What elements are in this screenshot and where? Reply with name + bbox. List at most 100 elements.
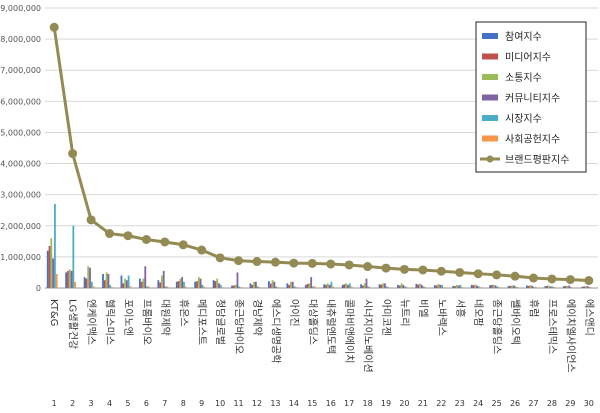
bar [435, 285, 438, 288]
bar [516, 287, 519, 288]
bar [477, 286, 480, 288]
line-point [455, 267, 465, 277]
bar [124, 278, 126, 288]
bar [175, 281, 178, 288]
bar [306, 283, 309, 288]
category-label: 종근당바이오 [233, 299, 245, 354]
bar [513, 285, 515, 288]
bar [48, 246, 51, 288]
bar [526, 285, 528, 288]
bar [179, 278, 182, 288]
y-tick-label: 7,000,000 [0, 66, 41, 75]
line-point [141, 234, 151, 244]
legend-swatch [482, 33, 498, 39]
bar [140, 281, 143, 288]
line-point [326, 259, 336, 269]
bar [50, 238, 53, 288]
bar [201, 284, 204, 288]
bar [343, 284, 346, 288]
bar [590, 287, 593, 288]
category-label: 시너지이노베이션 [362, 299, 374, 373]
bar [295, 287, 298, 288]
rank-label: 7 [162, 399, 167, 408]
category-label: 쎌바이오텍 [509, 299, 521, 345]
bar [89, 267, 91, 288]
bar [103, 280, 106, 288]
bar [92, 286, 95, 288]
category-label: 대원제약 [159, 299, 171, 336]
rank-label: 8 [181, 399, 186, 408]
category-label: 경남제약 [251, 299, 264, 336]
bar [424, 287, 427, 288]
rank-label: 29 [565, 399, 575, 408]
bar [102, 274, 104, 288]
bar [162, 270, 165, 288]
category-label: 서흥 [454, 299, 467, 317]
bar [323, 284, 326, 288]
bar [384, 283, 386, 288]
bar [439, 284, 442, 288]
legend-label: 참여지수 [505, 31, 542, 43]
bar [70, 270, 73, 288]
bar [196, 281, 198, 288]
bar [452, 285, 455, 288]
bar [420, 284, 423, 288]
bar [385, 286, 388, 288]
brand-index-line-series [49, 22, 594, 286]
rank-label: 26 [510, 399, 520, 408]
bar [564, 286, 567, 288]
bar [415, 283, 418, 288]
y-tick-label: 0 [36, 284, 41, 293]
bar [472, 285, 475, 288]
line-point [473, 269, 483, 279]
bar [144, 266, 147, 288]
bar [221, 287, 224, 288]
bar [328, 284, 331, 288]
bar [570, 287, 572, 288]
bar [367, 286, 370, 288]
rank-label: 15 [307, 399, 317, 408]
rank-label: 21 [418, 399, 428, 408]
legend-label: 소통지수 [505, 72, 542, 84]
bar [277, 287, 279, 288]
bar [234, 284, 237, 288]
bar [361, 285, 364, 288]
bar [470, 284, 473, 288]
bar [332, 286, 335, 288]
bar [581, 286, 584, 288]
bar [258, 287, 261, 288]
bar [562, 286, 565, 288]
category-label: 아이진 [288, 299, 300, 327]
line-point [510, 271, 520, 281]
legend-swatch [482, 74, 498, 80]
legend-label: 시장지수 [505, 113, 542, 125]
bar [419, 283, 421, 288]
bar [397, 284, 399, 288]
bar [109, 284, 112, 288]
bar [404, 286, 407, 288]
rank-label: 30 [584, 399, 594, 408]
bar [527, 285, 530, 288]
bar [304, 284, 307, 288]
bar [341, 284, 344, 288]
bar [496, 286, 499, 288]
rank-label: 25 [492, 399, 502, 408]
bar [197, 277, 200, 288]
line-point [178, 240, 188, 250]
bar [52, 258, 55, 288]
rank-label: 1 [52, 399, 57, 408]
rank-label: 11 [233, 399, 243, 408]
bar [271, 280, 274, 288]
bar [166, 286, 169, 288]
line-point [565, 275, 575, 285]
rank-label: 20 [399, 399, 409, 408]
category-label: 에스디생명공학 [269, 299, 281, 363]
bar [161, 275, 163, 288]
bar [553, 287, 556, 288]
category-label: 뉴트리 [398, 299, 410, 327]
line-point [418, 265, 428, 275]
bar [199, 278, 202, 288]
y-tick-label: 1,000,000 [0, 253, 41, 262]
bar [529, 285, 532, 288]
y-tick-label: 6,000,000 [0, 97, 41, 106]
